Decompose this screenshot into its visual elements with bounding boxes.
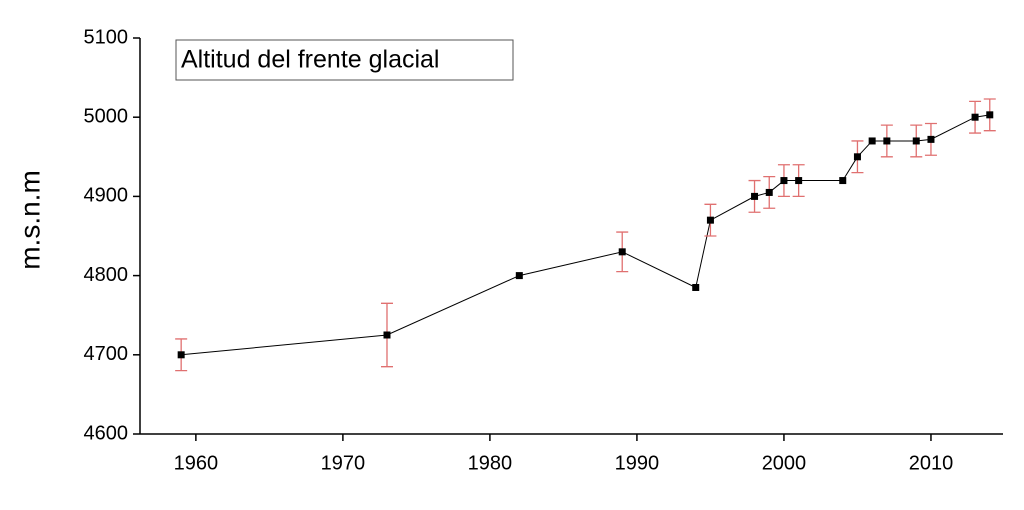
x-tick-label: 2010 — [909, 452, 954, 474]
data-point — [751, 192, 759, 200]
y-tick-label: 4700 — [84, 343, 129, 365]
y-tick-label: 4600 — [84, 422, 129, 444]
data-point — [883, 137, 891, 145]
data-point — [853, 153, 861, 161]
data-point — [177, 351, 185, 359]
data-point — [986, 111, 994, 119]
x-tick-label: 1970 — [321, 452, 366, 474]
y-tick-label: 4900 — [84, 185, 129, 207]
data-point — [927, 135, 935, 143]
data-point — [912, 137, 920, 145]
data-point — [780, 177, 788, 185]
data-point — [971, 113, 979, 121]
data-line — [181, 114, 990, 356]
data-point — [868, 137, 876, 145]
data-point — [692, 283, 700, 291]
data-point — [618, 248, 626, 256]
x-tick-label: 2000 — [762, 452, 807, 474]
data-point — [795, 177, 803, 185]
data-point — [515, 272, 523, 280]
data-point — [765, 188, 773, 196]
y-axis-label: m.s.n.m — [14, 170, 45, 270]
x-tick-label: 1980 — [468, 452, 513, 474]
y-tick-label: 4800 — [84, 264, 129, 286]
x-tick-label: 1990 — [615, 452, 660, 474]
data-point — [706, 216, 714, 224]
data-point — [383, 331, 391, 339]
title-box — [175, 39, 514, 81]
chart-title: Altitud del frente glacial — [181, 46, 439, 74]
x-tick-label: 1960 — [174, 452, 219, 474]
y-tick-label: 5100 — [84, 26, 129, 48]
y-tick-label: 5000 — [84, 105, 129, 127]
data-point — [839, 177, 847, 185]
